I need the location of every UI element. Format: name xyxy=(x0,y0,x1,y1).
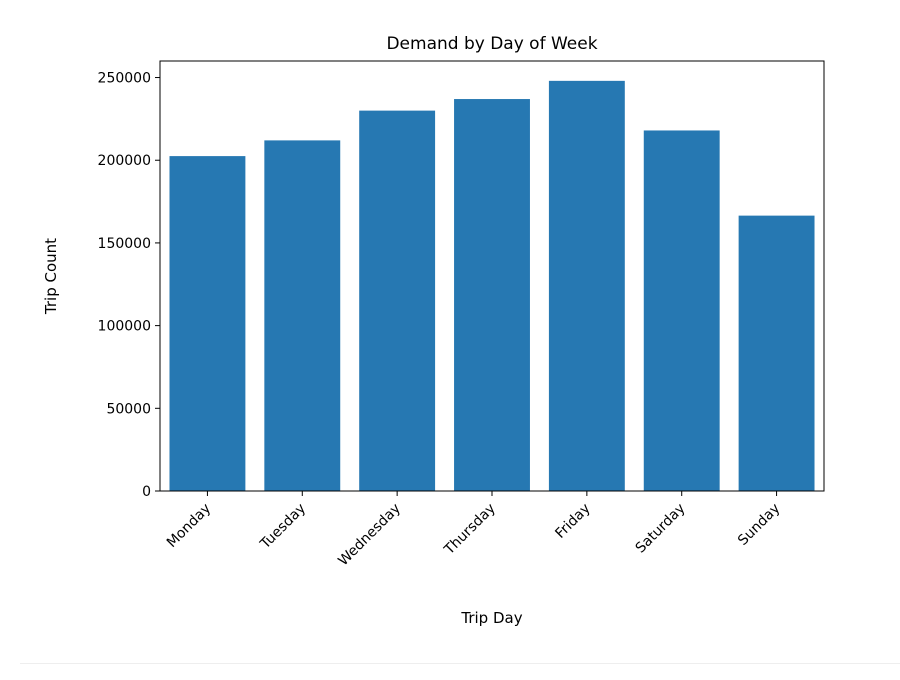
x-tick-label: Thursday xyxy=(441,501,499,559)
chart-title: Demand by Day of Week xyxy=(386,34,597,54)
bar-friday xyxy=(548,80,625,491)
x-axis: Monday Tuesday Wednesday Thursday Friday Satu… xyxy=(164,491,783,570)
x-tick-label: Friday xyxy=(552,501,593,542)
bar-tuesday xyxy=(264,140,341,491)
x-tick-label: Wednesday xyxy=(335,501,404,570)
output-divider xyxy=(20,663,900,664)
y-axis: 0 50000 100000 150000 200000 250000 xyxy=(98,71,160,500)
y-tick-label: 50000 xyxy=(106,401,151,417)
y-tick-label: 0 xyxy=(142,484,151,500)
x-tick-label: Tuesday xyxy=(257,501,309,553)
bar-monday xyxy=(169,156,246,491)
y-tick-label: 100000 xyxy=(98,319,151,335)
x-tick-label: Monday xyxy=(164,501,214,551)
y-tick-label: 200000 xyxy=(98,153,151,169)
bar-thursday xyxy=(454,99,530,491)
bars-group xyxy=(169,80,815,492)
x-tick-label: Sunday xyxy=(735,501,783,549)
y-axis-label: Trip Count xyxy=(42,238,60,315)
y-tick-label: 150000 xyxy=(98,236,151,252)
x-tick-label: Saturday xyxy=(633,501,689,557)
bar-wednesday xyxy=(359,110,436,492)
bar-saturday xyxy=(643,130,720,491)
y-tick-label: 250000 xyxy=(98,71,151,87)
x-axis-label: Trip Day xyxy=(460,609,522,627)
bar-sunday xyxy=(738,215,815,491)
